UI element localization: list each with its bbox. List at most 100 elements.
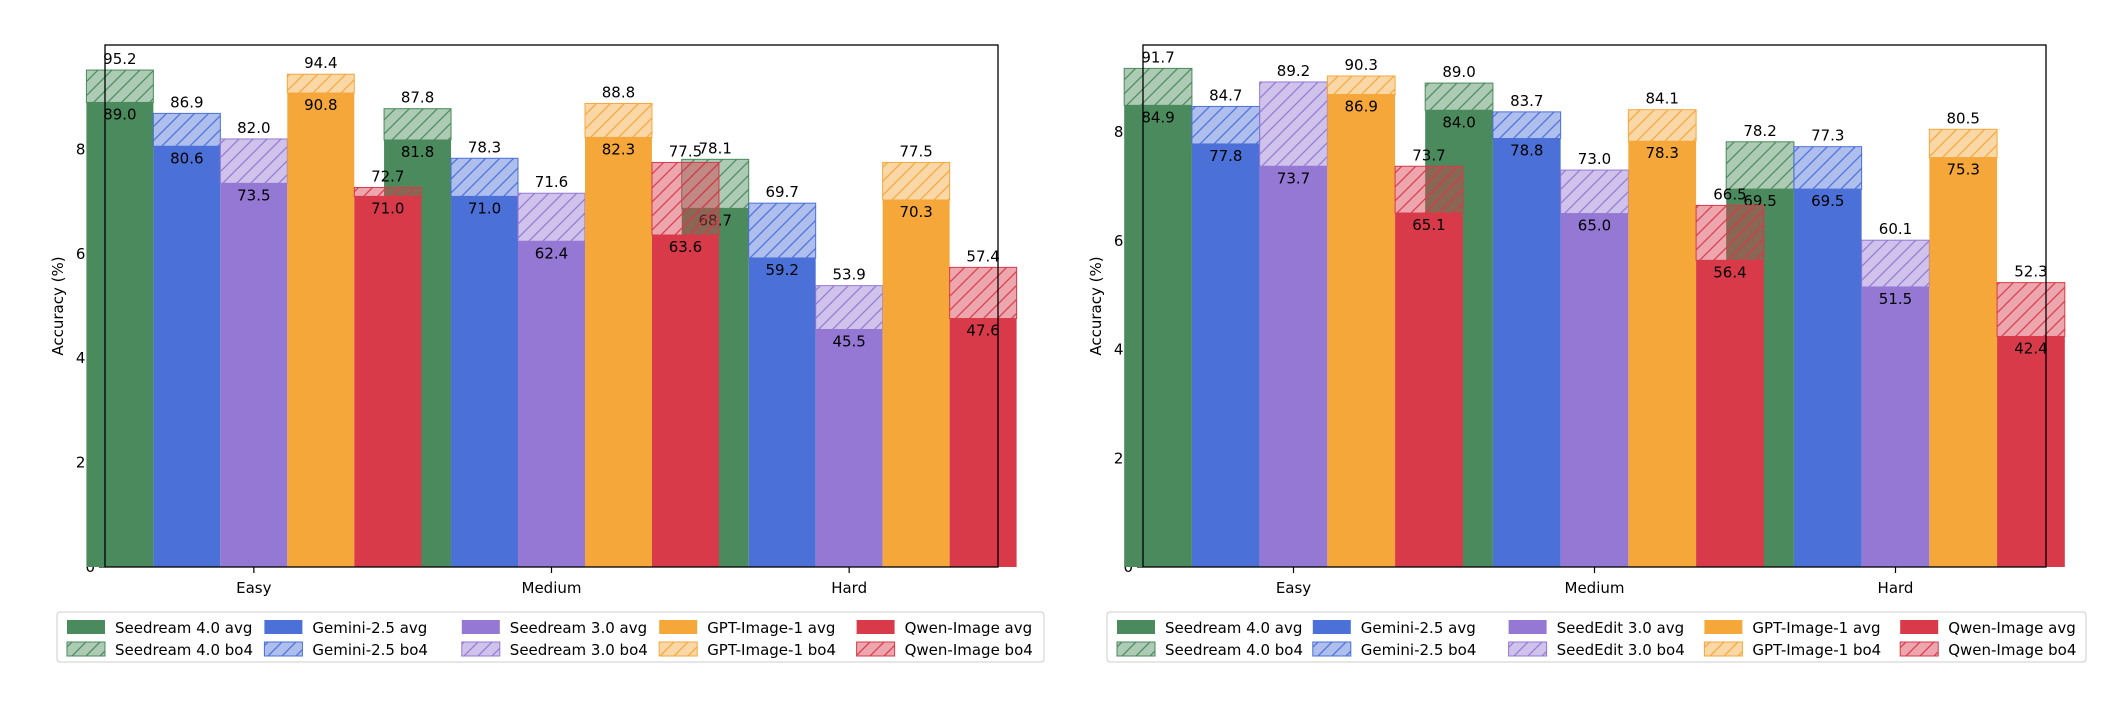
legend-label: Gemini-2.5 avg (312, 619, 427, 637)
data-label-bo4: 78.3 (468, 138, 501, 156)
data-label-bo4: 71.6 (535, 173, 568, 191)
bar-avg-qwen-image-hard (1997, 336, 2065, 567)
bar-avg-seededit-3-0-easy (1259, 166, 1328, 567)
legend-label: GPT-Image-1 avg (1752, 619, 1880, 637)
bar-bo4-seededit-3-0-easy (1259, 81, 1328, 167)
data-label-bo4: 52.3 (2014, 263, 2047, 281)
data-label-bo4: 78.2 (1743, 122, 1776, 140)
bar-bo4-seedream-3-0-medium (517, 192, 586, 242)
data-label-avg: 42.4 (2014, 339, 2047, 357)
data-label-avg: 80.6 (170, 149, 203, 167)
data-label-avg: 73.5 (237, 186, 270, 204)
bar-bo4-seedream-4-0-easy (1123, 67, 1193, 106)
bar-bo4-gpt-image-1-medium (1627, 109, 1697, 142)
x-tick-label: Hard (1878, 579, 1914, 597)
bar-avg-gemini-2-5-medium (451, 196, 519, 567)
legend-label: Seedream 4.0 avg (1165, 619, 1302, 637)
data-label-avg: 89.0 (103, 105, 136, 123)
data-label-bo4: 91.7 (1141, 48, 1174, 66)
bar-avg-seedream-3-0-medium (518, 241, 585, 567)
legend-swatch-bo4 (1508, 641, 1548, 657)
right-chart-panel: 020406080Accuracy (%)91.784.989.084.078.… (1087, 44, 2087, 663)
bar-avg-qwen-image-easy (354, 196, 422, 567)
data-label-avg: 84.9 (1141, 108, 1174, 126)
data-label-avg: 51.5 (1879, 290, 1912, 308)
data-label-avg: 65.0 (1578, 217, 1611, 235)
bar-bo4-gemini-2-5-medium (450, 157, 519, 197)
bar-bo4-seedream-4-0-medium (383, 108, 452, 141)
y-axis-label: Accuracy (%) (1087, 256, 1105, 355)
bar-avg-gemini-2-5-hard (1793, 189, 1862, 567)
bar-avg-gpt-image-1-medium (1628, 141, 1697, 567)
legend-label: GPT-Image-1 avg (707, 619, 835, 637)
bar-avg-gemini-2-5-medium (1492, 138, 1561, 567)
legend: Seedream 4.0 avg Seedream 4.0 bo4 Gemini-2… (56, 611, 1045, 663)
bar-avg-qwen-image-hard (949, 318, 1017, 567)
data-label-bo4: 77.5 (899, 142, 932, 160)
data-label-bo4: 87.8 (401, 89, 434, 107)
legend-swatch-avg (659, 620, 698, 634)
data-label-bo4: 95.2 (103, 50, 136, 68)
bar-avg-gpt-image-1-easy (287, 93, 355, 568)
legend-swatch-avg (461, 620, 500, 634)
x-tick-label: Easy (1276, 579, 1311, 597)
data-label-avg: 65.1 (1412, 216, 1445, 234)
data-label-bo4: 57.4 (966, 247, 999, 265)
bar-bo4-seedream-4-0-easy (85, 69, 154, 103)
legend-swatch-bo4 (658, 641, 698, 657)
legend-swatch-bo4 (1312, 641, 1352, 657)
bar-bo4-seedream-3-0-hard (815, 285, 884, 330)
legend-label: SeedEdit 3.0 avg (1557, 619, 1685, 637)
legend-frame (1106, 611, 2087, 663)
data-label-avg: 81.8 (401, 143, 434, 161)
legend-label: GPT-Image-1 bo4 (1752, 641, 1881, 659)
bar-avg-qwen-image-medium (651, 235, 719, 567)
data-label-avg: 77.8 (1209, 147, 1242, 165)
bar-bo4-qwen-image-medium (651, 161, 720, 236)
data-label-avg: 73.7 (1277, 169, 1310, 187)
legend-swatch-avg (264, 620, 303, 634)
bar-bo4-gemini-2-5-hard (748, 202, 817, 259)
x-tick-label: Medium (1565, 579, 1625, 597)
bar-bo4-gpt-image-1-easy (286, 73, 355, 94)
data-label-avg: 78.3 (1646, 144, 1679, 162)
legend-label: Gemini-2.5 avg (1361, 619, 1476, 637)
legend-swatch-avg (67, 620, 105, 634)
bar-avg-qwen-image-medium (1696, 260, 1764, 567)
legend-swatch-avg (1900, 620, 1939, 634)
legend-swatch-bo4 (66, 641, 106, 657)
data-label-avg: 47.6 (966, 322, 999, 340)
bar-bo4-gemini-2-5-easy (1191, 105, 1261, 145)
data-label-bo4: 77.3 (1811, 127, 1844, 145)
data-label-avg: 59.2 (765, 261, 798, 279)
legend-label: Seedream 4.0 bo4 (1165, 641, 1303, 659)
legend-label: GPT-Image-1 bo4 (707, 641, 836, 659)
data-label-bo4: 69.7 (765, 183, 798, 201)
legend-frame (56, 611, 1045, 663)
legend-swatch-avg (856, 620, 895, 634)
bar-avg-seedream-4-0-easy (1124, 105, 1192, 567)
bar-bo4-gpt-image-1-hard (1928, 128, 1998, 159)
data-label-avg: 75.3 (1947, 161, 1980, 179)
bar-avg-qwen-image-easy (1395, 213, 1463, 568)
data-label-bo4: 82.0 (237, 119, 270, 137)
data-label-bo4: 60.1 (1879, 220, 1912, 238)
bar-avg-gemini-2-5-easy (1191, 143, 1260, 567)
data-label-bo4: 90.3 (1345, 56, 1378, 74)
data-label-bo4: 89.0 (1442, 63, 1475, 81)
bar-avg-seedream-3-0-hard (815, 329, 883, 567)
legend-label: Seedream 4.0 bo4 (115, 641, 253, 659)
bar-bo4-qwen-image-hard (1996, 282, 2066, 337)
bar-bo4-qwen-image-hard (949, 266, 1018, 320)
legend-label: SeedEdit 3.0 bo4 (1557, 641, 1685, 659)
legend-label: Gemini-2.5 bo4 (312, 641, 428, 659)
legend-swatch-bo4 (1703, 641, 1743, 657)
legend-swatch-bo4 (263, 641, 303, 657)
legend-label: Seedream 4.0 avg (115, 619, 252, 637)
legend-swatch-bo4 (1899, 641, 1939, 657)
plot-frame (1142, 44, 2047, 568)
bar-bo4-gemini-2-5-medium (1492, 111, 1562, 140)
data-label-avg: 69.5 (1811, 192, 1844, 210)
data-label-avg: 71.0 (371, 199, 404, 217)
